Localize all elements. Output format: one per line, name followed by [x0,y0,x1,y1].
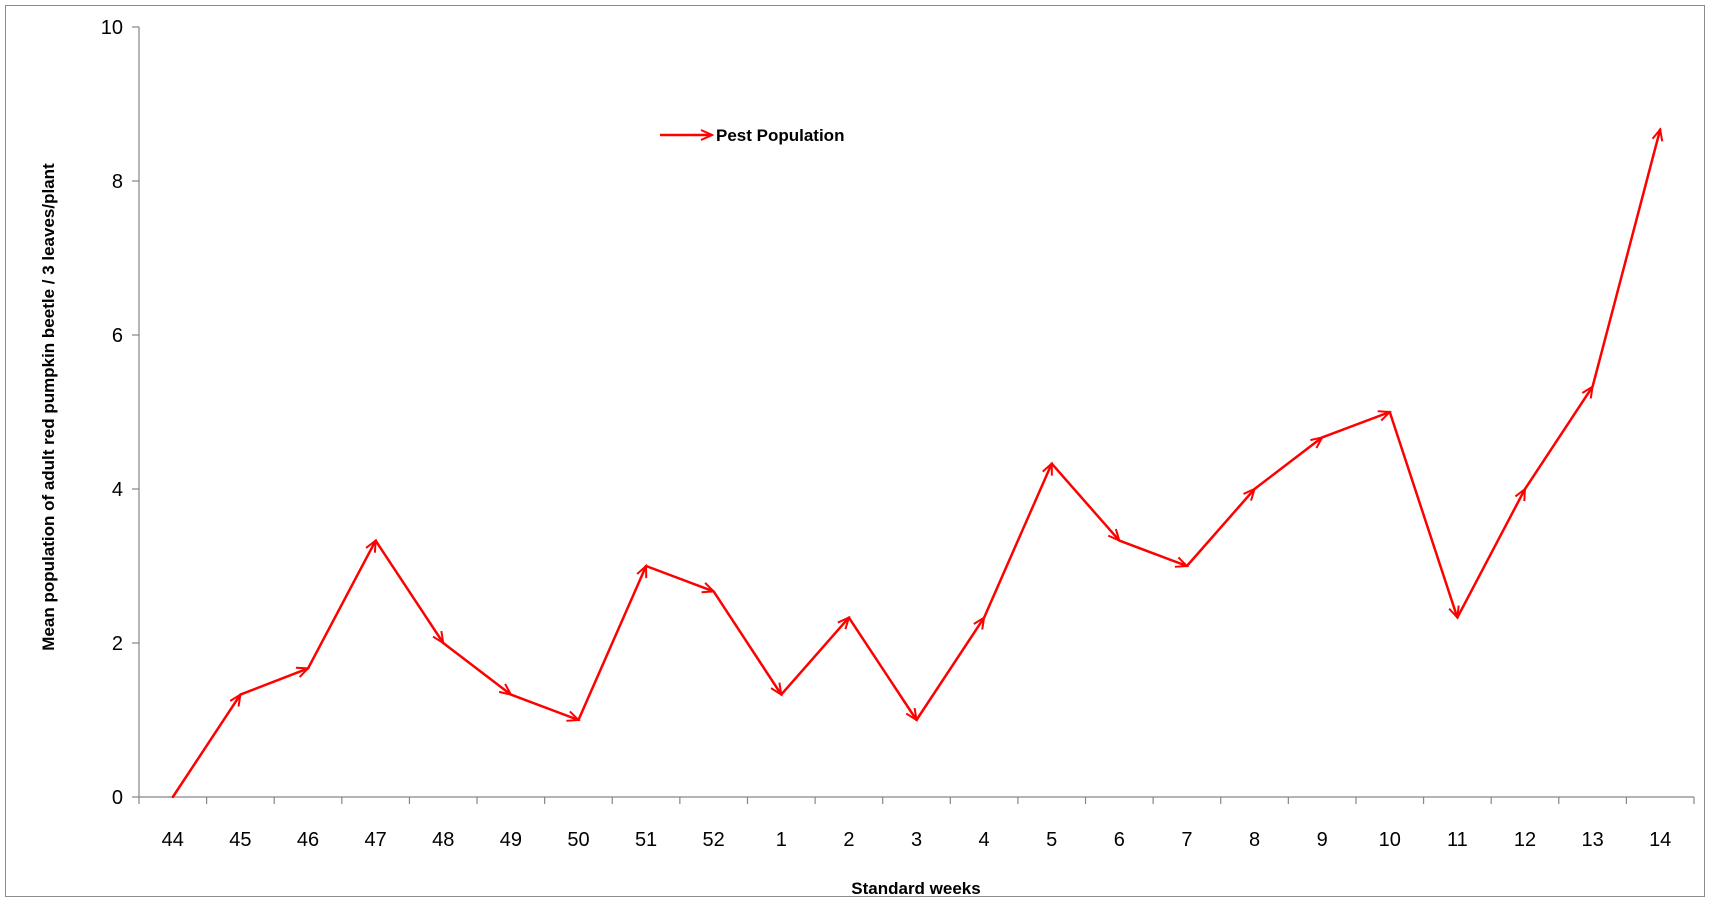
series-layer [171,128,1662,799]
series-segment [1591,129,1661,387]
y-tick-label: 2 [112,633,123,655]
data-point [1523,487,1527,491]
series-segment [1523,387,1593,490]
data-point [239,693,242,696]
data-point [1388,410,1391,414]
data-point [1456,616,1459,619]
x-tick-label: 12 [1514,829,1536,851]
data-point [306,667,310,670]
data-point [509,693,513,696]
x-tick-label: 4 [979,829,990,851]
x-tick-label: 47 [365,829,387,851]
data-point [1320,436,1324,439]
data-point [577,718,580,722]
legend: Pest Population [660,126,844,145]
x-tick-label: 50 [567,829,589,851]
x-tick-label: 6 [1114,829,1125,851]
series-segment [982,464,1052,619]
x-tick-label: 5 [1046,829,1057,851]
series-segment [306,541,376,669]
x-tick-label: 13 [1581,829,1603,851]
series-segment [442,642,511,695]
x-tick-label: 51 [635,829,657,851]
legend-label-pest-population: Pest Population [716,126,844,145]
series-segment [577,566,646,721]
chart-area [5,5,1705,897]
series-segment [171,695,241,798]
data-point [171,795,175,799]
x-tick-label: 8 [1249,829,1260,851]
x-axis-title: Standard weeks [851,879,980,898]
series-segment [1321,412,1390,439]
series-segment [374,539,444,643]
series-segment [712,590,782,694]
series-segment [510,693,579,720]
series-segment [847,616,917,720]
x-tick-label: 14 [1649,829,1671,851]
x-tick-label: 2 [843,829,854,851]
series-segment [645,564,714,591]
y-tick-label: 8 [112,171,123,193]
axes [132,26,1695,804]
series-segment [780,618,849,696]
x-tick-label: 1 [776,829,787,851]
data-point [1050,462,1053,465]
x-tick-label: 49 [500,829,522,851]
series-segment [1050,462,1120,541]
data-point [982,616,986,619]
x-tick-label: 10 [1379,829,1401,851]
x-tick-label: 52 [703,829,725,851]
x-tick-label: 45 [229,829,251,851]
data-point [1118,539,1121,542]
y-tick-label: 10 [101,17,123,39]
x-tick-label: 11 [1447,829,1468,851]
x-tick-label: 48 [432,829,454,851]
series-segment [1388,411,1458,618]
data-point [1253,487,1256,491]
series-segment [915,618,985,721]
series-segment [1185,489,1255,567]
x-tick-label: 44 [162,829,184,851]
y-tick-label: 4 [112,479,123,501]
x-tick-label: 46 [297,829,319,851]
series-segment [1118,539,1187,566]
data-point [1591,385,1594,388]
y-tick-label: 6 [112,325,123,347]
series-segment [1456,489,1525,619]
x-tick-label: 9 [1317,829,1328,851]
series-segment [239,668,308,696]
data-point [374,539,377,542]
data-point [712,590,715,593]
data-point [442,641,445,645]
data-point [1658,128,1662,131]
series-segment [1253,437,1323,490]
data-point [1185,564,1189,568]
y-axis-title: Mean population of adult red pumpkin bee… [39,163,58,651]
x-tick-label: 3 [911,829,922,851]
data-point [644,564,648,568]
data-point [915,718,918,722]
x-tick-label: 7 [1181,829,1192,851]
data-point [780,693,783,696]
data-point [847,616,851,619]
y-tick-label: 0 [112,787,123,809]
